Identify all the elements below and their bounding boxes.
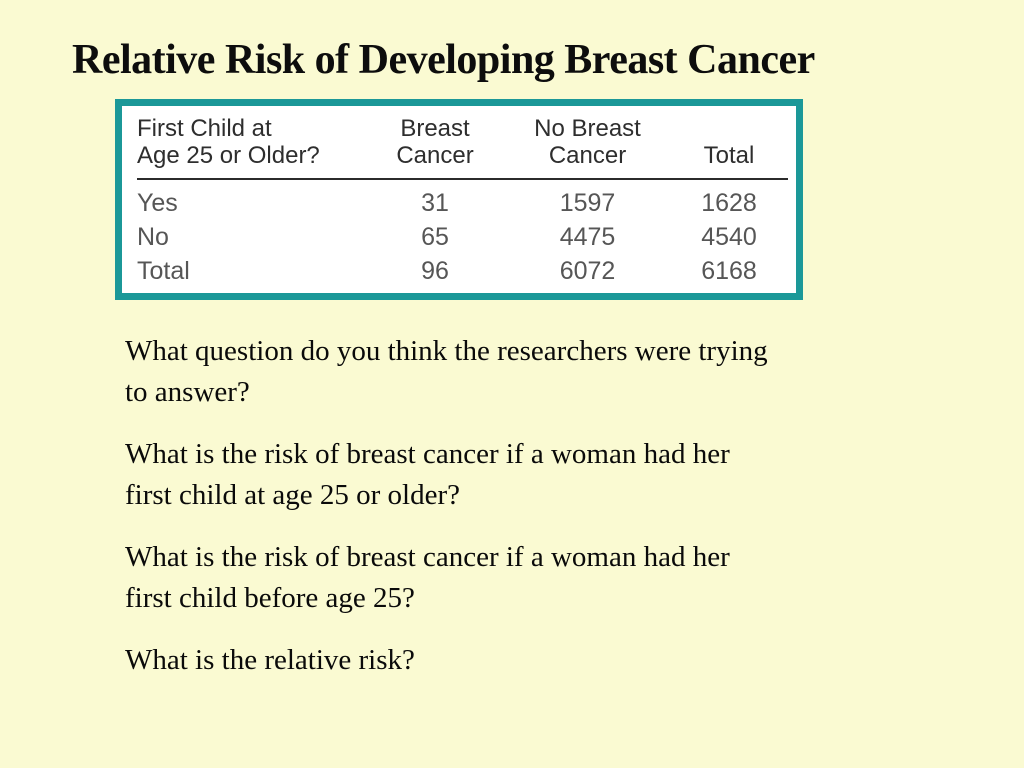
table-row: Yes 31 1597 1628	[137, 186, 788, 220]
cell-breast-cancer: 96	[421, 257, 449, 285]
table-header-no-breast-cancer: No Breast Cancer	[534, 115, 641, 169]
table-row: No 65 4475 4540	[137, 220, 788, 254]
cell-breast-cancer: 31	[421, 189, 449, 217]
table-header-row-label: First Child at Age 25 or Older?	[137, 115, 320, 169]
slide-title: Relative Risk of Developing Breast Cance…	[72, 37, 815, 83]
question-list: What question do you think the researche…	[125, 331, 925, 702]
contingency-table: First Child at Age 25 or Older? Breast C…	[115, 99, 803, 300]
cell-total: 4540	[701, 223, 757, 251]
table-header-row: First Child at Age 25 or Older? Breast C…	[137, 115, 788, 180]
cell-no-breast-cancer: 4475	[559, 223, 616, 251]
question-paragraph: What is the risk of breast cancer if a w…	[125, 541, 730, 614]
question-paragraph: What question do you think the researche…	[125, 335, 768, 408]
cell-breast-cancer: 65	[421, 223, 449, 251]
row-label: Yes	[137, 189, 178, 217]
question-paragraph: What is the risk of breast cancer if a w…	[125, 438, 730, 511]
table-header-breast-cancer: Breast Cancer	[396, 115, 474, 169]
table-row: Total 96 6072 6168	[137, 254, 788, 288]
table-header-total: Total	[703, 142, 755, 169]
table-body: Yes 31 1597 1628 No 65 4475 4540 Total 9…	[137, 186, 788, 288]
question-paragraph: What is the relative risk?	[125, 644, 415, 676]
row-label: Total	[137, 257, 190, 285]
cell-total: 1628	[701, 189, 757, 217]
row-label: No	[137, 223, 169, 251]
cell-no-breast-cancer: 1597	[559, 189, 616, 217]
cell-total: 6168	[701, 257, 757, 285]
cell-no-breast-cancer: 6072	[559, 257, 616, 285]
